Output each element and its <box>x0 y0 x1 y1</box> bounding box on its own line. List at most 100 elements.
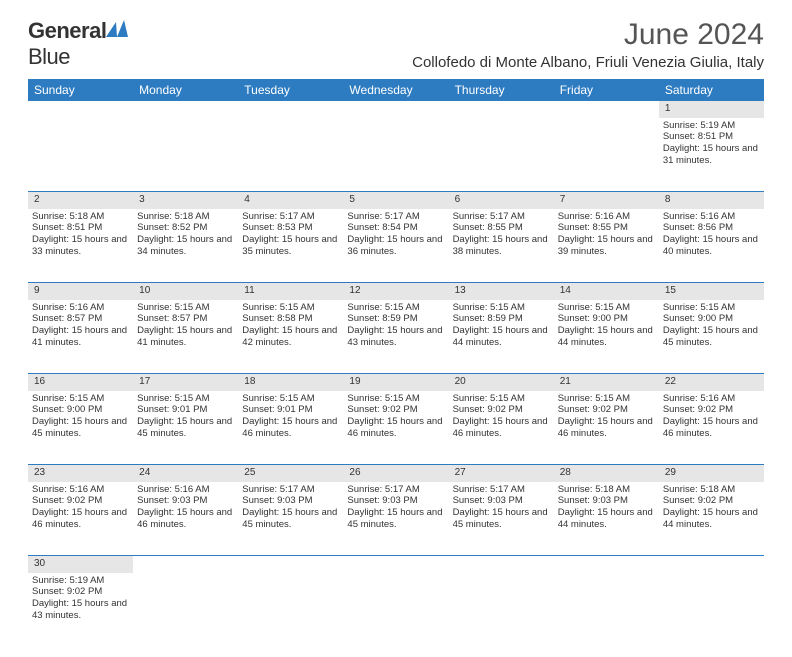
day-content-row: Sunrise: 5:16 AMSunset: 8:57 PMDaylight:… <box>28 300 764 374</box>
day-number-cell: 13 <box>449 283 554 300</box>
day-number-cell: 12 <box>343 283 448 300</box>
day-content-cell: Sunrise: 5:15 AMSunset: 8:58 PMDaylight:… <box>238 300 343 374</box>
day-content-cell: Sunrise: 5:17 AMSunset: 8:53 PMDaylight:… <box>238 209 343 283</box>
day-content-cell <box>28 118 133 192</box>
day-content-cell: Sunrise: 5:16 AMSunset: 9:02 PMDaylight:… <box>659 391 764 465</box>
day-number-row: 1 <box>28 101 764 118</box>
day-content-cell: Sunrise: 5:17 AMSunset: 9:03 PMDaylight:… <box>449 482 554 556</box>
day-content-cell: Sunrise: 5:18 AMSunset: 9:03 PMDaylight:… <box>554 482 659 556</box>
day-number-cell: 8 <box>659 192 764 209</box>
day-details: Sunrise: 5:17 AMSunset: 9:03 PMDaylight:… <box>347 484 444 532</box>
day-number-cell <box>554 556 659 573</box>
weekday-header: Sunday <box>28 79 133 101</box>
day-details: Sunrise: 5:17 AMSunset: 8:54 PMDaylight:… <box>347 211 444 259</box>
day-number-cell <box>554 101 659 118</box>
day-number-cell: 16 <box>28 374 133 391</box>
day-details: Sunrise: 5:17 AMSunset: 9:03 PMDaylight:… <box>453 484 550 532</box>
day-number-cell: 9 <box>28 283 133 300</box>
weekday-header: Monday <box>133 79 238 101</box>
location-subtitle: Collofedo di Monte Albano, Friuli Venezi… <box>412 54 764 71</box>
day-content-row: Sunrise: 5:19 AMSunset: 9:02 PMDaylight:… <box>28 573 764 647</box>
day-number-cell: 29 <box>659 465 764 482</box>
day-content-cell: Sunrise: 5:15 AMSunset: 8:57 PMDaylight:… <box>133 300 238 374</box>
day-number-cell: 3 <box>133 192 238 209</box>
day-details: Sunrise: 5:18 AMSunset: 8:51 PMDaylight:… <box>32 211 129 259</box>
day-details: Sunrise: 5:17 AMSunset: 9:03 PMDaylight:… <box>242 484 339 532</box>
day-number-cell: 21 <box>554 374 659 391</box>
day-details: Sunrise: 5:18 AMSunset: 9:03 PMDaylight:… <box>558 484 655 532</box>
day-details: Sunrise: 5:15 AMSunset: 9:02 PMDaylight:… <box>453 393 550 441</box>
day-content-cell <box>449 118 554 192</box>
weekday-header: Wednesday <box>343 79 448 101</box>
day-content-cell: Sunrise: 5:15 AMSunset: 9:02 PMDaylight:… <box>343 391 448 465</box>
day-content-cell <box>133 573 238 647</box>
day-number-cell: 24 <box>133 465 238 482</box>
day-details: Sunrise: 5:15 AMSunset: 9:00 PMDaylight:… <box>32 393 129 441</box>
day-number-cell: 2 <box>28 192 133 209</box>
day-number-cell: 22 <box>659 374 764 391</box>
calendar-document: GeneralBlue June 2024 Collofedo di Monte… <box>0 0 792 657</box>
day-content-cell: Sunrise: 5:16 AMSunset: 9:02 PMDaylight:… <box>28 482 133 556</box>
day-content-cell <box>659 573 764 647</box>
day-content-row: Sunrise: 5:19 AMSunset: 8:51 PMDaylight:… <box>28 118 764 192</box>
day-details: Sunrise: 5:16 AMSunset: 9:03 PMDaylight:… <box>137 484 234 532</box>
logo-text: GeneralBlue <box>28 18 132 70</box>
day-number-row: 2345678 <box>28 192 764 209</box>
day-details: Sunrise: 5:16 AMSunset: 8:57 PMDaylight:… <box>32 302 129 350</box>
day-details: Sunrise: 5:15 AMSunset: 9:00 PMDaylight:… <box>663 302 760 350</box>
day-number-cell <box>28 101 133 118</box>
day-details: Sunrise: 5:16 AMSunset: 9:02 PMDaylight:… <box>663 393 760 441</box>
day-content-cell: Sunrise: 5:17 AMSunset: 9:03 PMDaylight:… <box>238 482 343 556</box>
day-number-row: 16171819202122 <box>28 374 764 391</box>
day-content-cell <box>238 118 343 192</box>
day-number-cell: 19 <box>343 374 448 391</box>
logo: GeneralBlue <box>28 18 132 70</box>
day-content-cell: Sunrise: 5:17 AMSunset: 8:54 PMDaylight:… <box>343 209 448 283</box>
day-content-cell: Sunrise: 5:15 AMSunset: 9:02 PMDaylight:… <box>554 391 659 465</box>
day-content-cell: Sunrise: 5:15 AMSunset: 9:01 PMDaylight:… <box>238 391 343 465</box>
day-number-cell: 14 <box>554 283 659 300</box>
day-number-cell: 27 <box>449 465 554 482</box>
day-number-cell: 25 <box>238 465 343 482</box>
day-number-cell: 23 <box>28 465 133 482</box>
day-details: Sunrise: 5:15 AMSunset: 9:00 PMDaylight:… <box>558 302 655 350</box>
day-number-cell: 28 <box>554 465 659 482</box>
day-content-cell <box>449 573 554 647</box>
day-number-cell: 15 <box>659 283 764 300</box>
day-details: Sunrise: 5:17 AMSunset: 8:53 PMDaylight:… <box>242 211 339 259</box>
day-content-cell: Sunrise: 5:17 AMSunset: 9:03 PMDaylight:… <box>343 482 448 556</box>
day-content-row: Sunrise: 5:16 AMSunset: 9:02 PMDaylight:… <box>28 482 764 556</box>
day-number-row: 23242526272829 <box>28 465 764 482</box>
day-content-cell: Sunrise: 5:18 AMSunset: 9:02 PMDaylight:… <box>659 482 764 556</box>
weekday-header: Saturday <box>659 79 764 101</box>
day-details: Sunrise: 5:15 AMSunset: 9:01 PMDaylight:… <box>242 393 339 441</box>
day-number-cell <box>449 101 554 118</box>
day-details: Sunrise: 5:15 AMSunset: 9:02 PMDaylight:… <box>558 393 655 441</box>
day-number-cell: 1 <box>659 101 764 118</box>
day-number-cell: 20 <box>449 374 554 391</box>
day-content-cell: Sunrise: 5:15 AMSunset: 9:02 PMDaylight:… <box>449 391 554 465</box>
day-content-cell: Sunrise: 5:18 AMSunset: 8:52 PMDaylight:… <box>133 209 238 283</box>
day-number-cell <box>133 556 238 573</box>
day-content-cell: Sunrise: 5:19 AMSunset: 8:51 PMDaylight:… <box>659 118 764 192</box>
day-content-cell <box>554 573 659 647</box>
day-content-cell: Sunrise: 5:15 AMSunset: 9:00 PMDaylight:… <box>28 391 133 465</box>
day-content-cell: Sunrise: 5:18 AMSunset: 8:51 PMDaylight:… <box>28 209 133 283</box>
day-number-cell: 6 <box>449 192 554 209</box>
day-content-row: Sunrise: 5:18 AMSunset: 8:51 PMDaylight:… <box>28 209 764 283</box>
day-number-cell: 11 <box>238 283 343 300</box>
day-content-cell <box>238 573 343 647</box>
day-number-cell <box>343 556 448 573</box>
day-number-cell: 30 <box>28 556 133 573</box>
title-block: June 2024 Collofedo di Monte Albano, Fri… <box>412 18 764 71</box>
day-content-cell <box>554 118 659 192</box>
day-content-cell: Sunrise: 5:15 AMSunset: 9:00 PMDaylight:… <box>554 300 659 374</box>
day-number-cell: 26 <box>343 465 448 482</box>
calendar-body: 1Sunrise: 5:19 AMSunset: 8:51 PMDaylight… <box>28 101 764 647</box>
day-number-cell <box>133 101 238 118</box>
day-details: Sunrise: 5:16 AMSunset: 8:56 PMDaylight:… <box>663 211 760 259</box>
day-number-row: 30 <box>28 556 764 573</box>
day-content-cell: Sunrise: 5:16 AMSunset: 9:03 PMDaylight:… <box>133 482 238 556</box>
day-content-cell: Sunrise: 5:15 AMSunset: 9:00 PMDaylight:… <box>659 300 764 374</box>
day-content-cell: Sunrise: 5:15 AMSunset: 8:59 PMDaylight:… <box>449 300 554 374</box>
